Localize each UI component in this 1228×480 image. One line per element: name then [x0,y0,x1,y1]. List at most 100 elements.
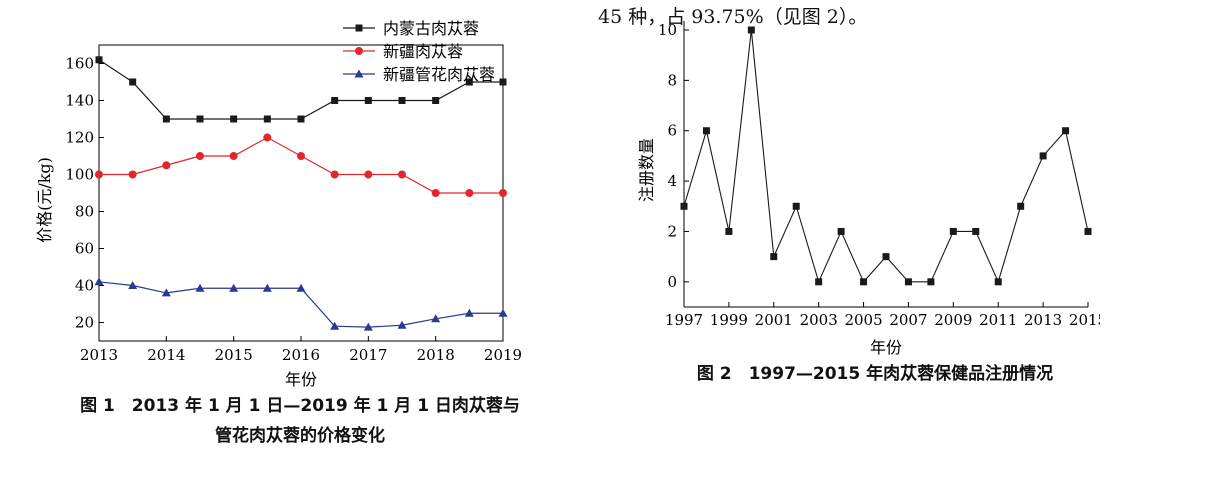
chart1-series-2-point [296,283,306,292]
chart1-legend-marker-2 [354,69,364,78]
chart1-series-0-point [331,97,339,104]
chart2-ytick-label: 4 [667,172,677,190]
chart2-xtick-label: 2003 [800,311,838,329]
chart1-xtick-label: 2013 [80,346,118,364]
chart1-ytick-label: 40 [75,277,94,295]
chart1-ytick-label: 120 [65,129,94,147]
chart2-ytick-label: 2 [667,222,677,240]
chart1-series-2-point [94,277,104,286]
chart2-point [882,253,890,261]
chart2-point [1039,152,1047,160]
chart1-series-2-point [195,283,205,292]
chart1-xtick-label: 2016 [282,346,320,364]
chart2-xtick-label: 2013 [1024,311,1062,329]
chart1-ytick-label: 20 [75,314,94,332]
chart1-xlabel: 年份 [285,370,317,389]
chart2-point [725,227,733,235]
chart1-legend-label-1: 新疆肉苁蓉 [383,42,463,61]
chart2-point [815,278,823,286]
chart1-legend-marker-0 [355,24,363,32]
chart1-series-0-point [398,97,406,104]
chart1-series-1-point [398,170,406,179]
chart1-series-0-point [499,78,507,86]
chart1-ytick-label: 160 [65,55,94,73]
chart1-series-0-point [432,97,440,104]
chart2-xtick-label: 2001 [755,311,793,329]
chart1-series-2-point [397,320,407,329]
chart2-xtick-label: 2007 [889,311,927,329]
figure2-caption-line: 图 2 1997—2015 年肉苁蓉保健品注册情况 [696,364,1054,384]
chart1-series-1-point [263,133,272,142]
chart1-xtick-label: 2018 [417,346,455,364]
chart2-point [972,227,980,235]
chart1-ytick-label: 80 [75,203,94,221]
chart2-point [702,127,710,135]
body-text: 45 种，占 93.75%（见图 2）。 [598,6,868,28]
chart2-point [680,202,688,210]
chart2-ytick-label: 6 [667,122,677,140]
chart2-point [860,278,868,286]
chart1-ytick-label: 60 [75,240,94,258]
chart1-ytick-label: 100 [65,166,94,184]
chart2-point [927,278,935,286]
chart1-series-1-point [364,170,373,179]
chart1-series-0-point [297,115,305,123]
chart2-point [1084,227,1092,235]
chart1-series-1-point [95,170,103,179]
chart-2: 年份 注册数量 0 2 4 6 8 10 1997 1999 2001 2003 2005 2007 2… [637,21,1100,357]
chart1-series-0-point [263,115,271,123]
chart1-series-1-point [229,152,238,160]
chart1-xtick-label: 2019 [484,346,522,364]
chart1-xtick-label: 2017 [349,346,387,364]
chart1-series-0-point [465,78,473,86]
chart1-series-2-point [262,283,272,292]
chart2-point [1017,202,1025,210]
chart1-series-0-point [364,97,372,104]
chart1-series-1-point [499,189,507,197]
chart2-xtick-label: 2011 [979,311,1017,329]
chart2-xlabel: 年份 [870,338,902,357]
chart1-series-0-point [230,115,238,123]
chart1-series-0-point [162,115,170,123]
chart1-ylabel: 价格(元/kg) [35,157,54,243]
chart2-point [770,253,778,261]
chart1-ytick-label: 140 [65,92,94,110]
chart1-series-2-point [161,288,171,297]
chart1-series-0-point [129,78,137,86]
chart1-series-1-point [196,152,204,160]
chart1-series-1-point [162,161,171,170]
chart2-xtick-label: 2015 [1069,311,1100,329]
figure1-caption: 图 1 2013 年 1 月 1 日—2019 年 1 月 1 日肉苁蓉与 管花… [40,391,560,451]
figure1-caption-line1: 图 1 2013 年 1 月 1 日—2019 年 1 月 1 日肉苁蓉与 [80,396,520,416]
chart2-ylabel: 注册数量 [637,138,656,202]
chart2-point [837,227,845,235]
chart2-point [994,278,1002,286]
chart1-series-2-point [229,283,239,292]
chart2-point [747,26,755,34]
chart1-series-2-point [464,308,474,317]
chart1-legend-marker-1 [355,47,363,55]
chart1-series-2-point [128,281,138,289]
chart2-ytick-label: 10 [658,21,677,39]
chart1-series-2-point [330,321,340,330]
chart1-xtick-label: 2014 [147,346,185,364]
chart1-series-0-point [95,56,103,64]
chart1-series-1-point [330,170,339,179]
chart2-xtick-label: 2009 [934,311,972,329]
chart1-series-1-point [431,189,440,197]
chart1-series-line-1 [99,136,503,194]
chart2-point [1062,127,1070,135]
chart1-xtick-label: 2015 [215,346,253,364]
chart2-xtick-label: 2005 [844,311,882,329]
chart2-point [904,278,912,286]
chart1-series-2-point [363,322,373,331]
chart1-series-2-point [498,308,508,317]
chart2-point [949,227,957,235]
figure2-caption: 图 2 1997—2015 年肉苁蓉保健品注册情况 [655,359,1095,389]
chart2-ytick-label: 0 [667,273,677,291]
chart1-series-1-point [297,152,305,160]
figure1-caption-line2: 管花肉苁蓉的价格变化 [215,426,385,446]
chart2-xtick-label: 1997 [665,311,703,329]
chart1-series-1-point [465,189,474,197]
